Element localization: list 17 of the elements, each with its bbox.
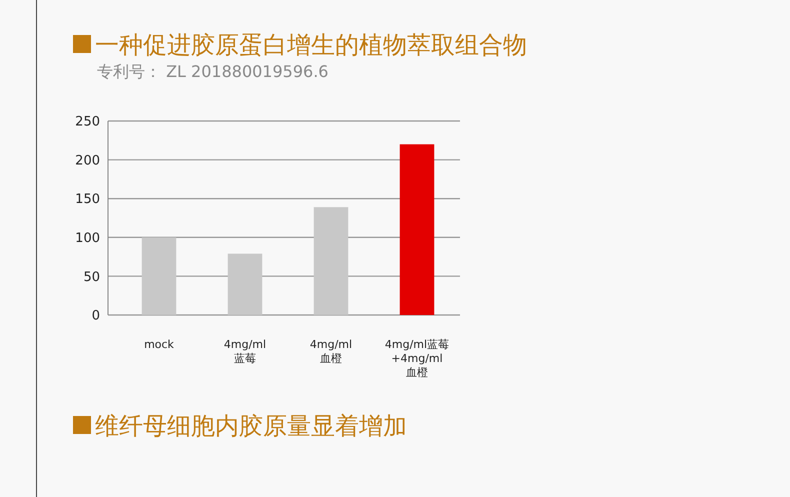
text: 维纤母细胞内胶原量显着增加 [95,412,407,440]
bar [142,237,176,315]
y-tick-label: 200 [75,153,100,168]
x-tick-label: 4mg/ml 蓝莓 [224,338,266,365]
chart-subtitle: 专利号： ZL 201880019596.6 [97,62,328,81]
x-tick-label: 4mg/ml蓝莓 +4mg/ml 血橙 [384,338,450,379]
bar [400,144,434,315]
y-tick-label: 250 [75,114,100,130]
y-tick-label: 100 [75,230,100,246]
bar [228,254,262,315]
x-tick-label: mock [144,338,175,351]
y-tick-label: 0 [92,308,100,324]
x-tick-label: 4mg/ml 血橙 [310,338,352,365]
y-tick-label: 50 [83,270,100,285]
bar [314,207,348,315]
y-tick-label: 150 [75,192,100,208]
chart-title: 一种促进胶原蛋白增生的植物萃取组合物 [95,31,527,59]
